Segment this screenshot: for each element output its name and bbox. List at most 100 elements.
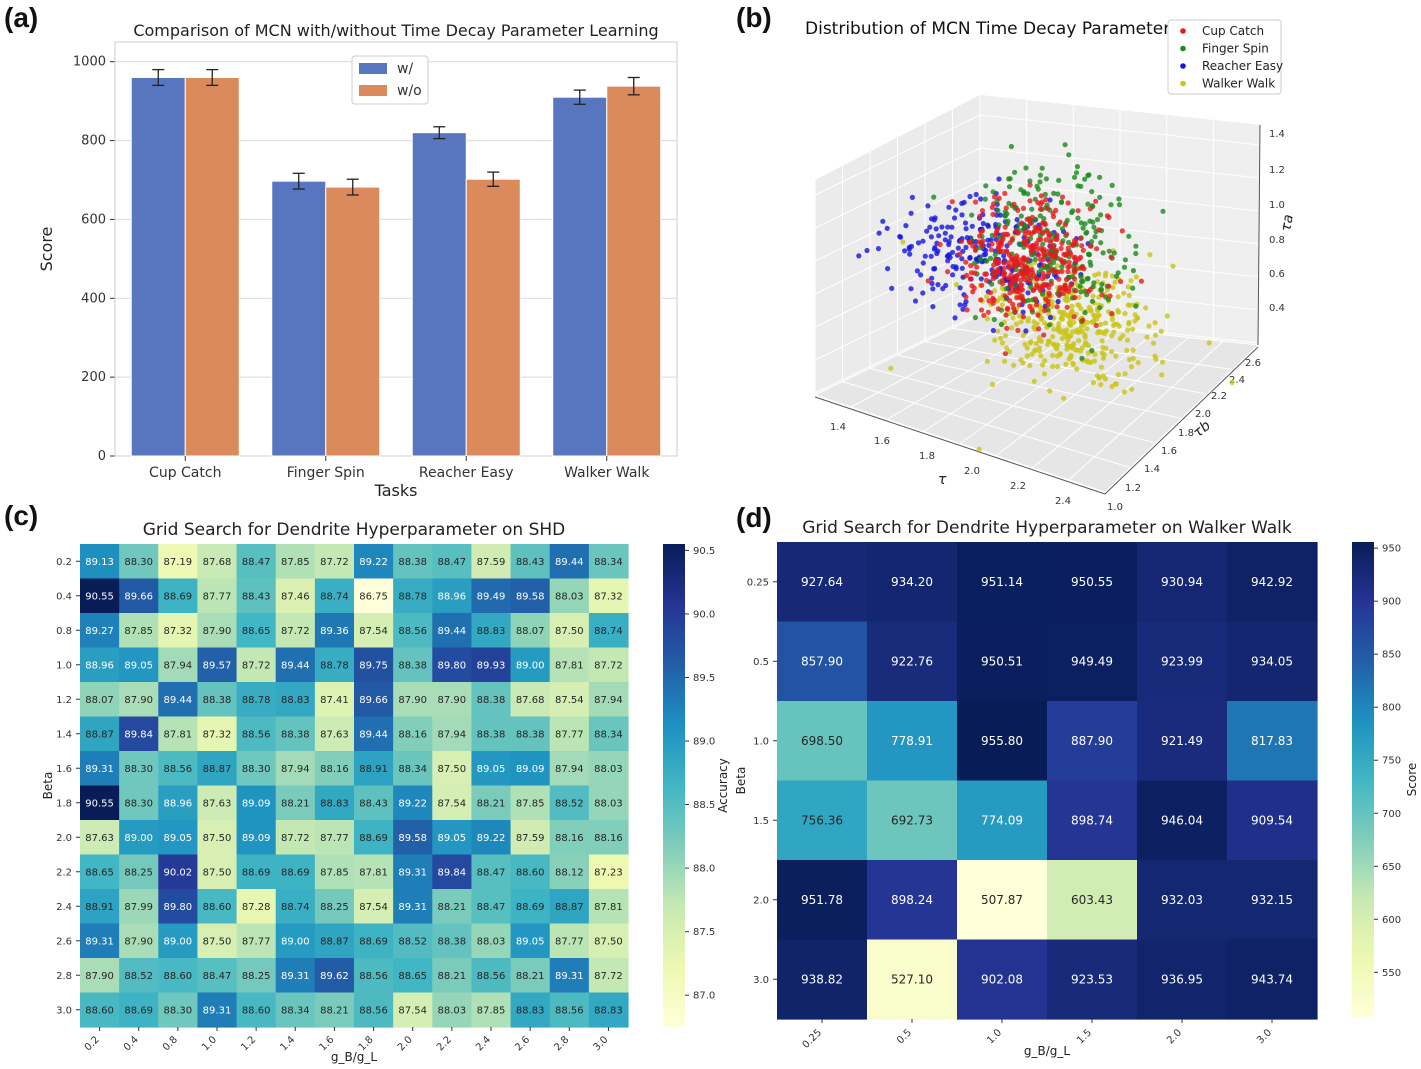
heatmap-value: 87.59 (477, 557, 506, 568)
gridline (995, 333, 1155, 457)
heatmap-value: 87.54 (359, 626, 388, 637)
scatter-point (1084, 229, 1090, 235)
scatter-point (1103, 345, 1109, 351)
heatmap-value: 88.69 (164, 591, 193, 602)
heatmap-cell (80, 958, 120, 994)
scatter-point (1066, 152, 1072, 158)
heatmap-cell (314, 716, 355, 752)
scatter-point (1056, 292, 1062, 299)
heatmap-cell (510, 958, 551, 994)
scatter-point (1073, 328, 1079, 334)
scatter-point (985, 309, 991, 315)
scatter-point (995, 306, 1002, 312)
heatmap-value: 88.30 (124, 557, 153, 568)
scatter-point (974, 264, 980, 270)
scatter-point (1102, 330, 1108, 337)
scatter-point (1094, 316, 1100, 322)
heatmap-cell (777, 542, 868, 623)
pane (815, 315, 1258, 492)
scatter-point (983, 277, 990, 284)
heatmap-value: 88.21 (438, 971, 467, 982)
heatmap-cell (158, 716, 199, 752)
scatter-point (1127, 302, 1133, 308)
heatmap-value: 87.94 (594, 695, 623, 706)
heatmap-value: 87.50 (203, 936, 232, 947)
scatter-point (1008, 143, 1015, 150)
y-tick-label: 0.25 (747, 577, 769, 588)
scatter-point (1064, 231, 1070, 237)
scatter-point (1073, 288, 1079, 294)
heatmap-value: 951.14 (981, 575, 1023, 589)
heatmap-value: 87.54 (398, 1005, 427, 1016)
scatter-point (1112, 279, 1118, 285)
heatmap-value: 88.30 (164, 1005, 193, 1016)
scatter-point (1015, 327, 1021, 333)
scatter-point (1094, 216, 1101, 223)
scatter-point (1008, 272, 1014, 278)
heatmap-value: 527.10 (891, 973, 933, 987)
heatmap-value: 87.50 (438, 764, 467, 775)
heatmap-value: 87.63 (203, 798, 232, 809)
scatter-point (1037, 305, 1044, 311)
heatmap-value: 89.58 (398, 833, 427, 844)
heatmap-cell (393, 613, 433, 649)
gridline (1068, 340, 1224, 481)
heatmap-cell (471, 716, 512, 752)
x-tick-label: 2.0 (1165, 1027, 1184, 1046)
heatmap-value: 89.36 (320, 626, 349, 637)
heatmap-value: 88.34 (398, 764, 427, 775)
heatmap-value: 89.57 (203, 660, 232, 671)
scatter-point (1019, 220, 1025, 226)
legend-swatch (359, 63, 387, 74)
scatter-point (1025, 191, 1031, 197)
scatter-point (984, 294, 990, 300)
heatmap-cell (1047, 621, 1138, 702)
scatter-point (1050, 341, 1056, 347)
heatmap-value: 87.81 (164, 729, 193, 740)
scatter-point (1159, 359, 1166, 365)
heatmap-value: 949.49 (1071, 655, 1113, 669)
scatter-point (1058, 199, 1065, 205)
scatter-point (1027, 303, 1033, 309)
scatter-point (1059, 240, 1065, 246)
scatter-point (1122, 371, 1128, 377)
heatmap-cell (158, 613, 199, 649)
scatter-point (929, 275, 935, 281)
heatmap-value: 90.55 (85, 798, 114, 809)
scatter-point (1037, 213, 1043, 219)
scatter-point (977, 213, 983, 219)
scatter-point (993, 229, 1000, 235)
heatmap-cell (588, 889, 629, 925)
heatmap-cell (510, 578, 551, 614)
heatmap-value: 88.07 (516, 626, 545, 637)
z-tick-label: 0.8 (1269, 235, 1285, 246)
scatter-point (1051, 326, 1057, 332)
heatmap-cell (510, 889, 551, 925)
heatmap-value: 88.56 (359, 1005, 388, 1016)
scatter-point (1126, 292, 1132, 298)
scatter-point (1056, 287, 1063, 293)
x-tick-label: Finger Spin (287, 465, 365, 481)
scatter-point (931, 217, 937, 223)
x-axis-label: τ (938, 472, 947, 488)
heatmap-cell (158, 889, 199, 925)
heatmap-value: 887.90 (1071, 734, 1113, 748)
scatter-point (961, 199, 967, 205)
y-axis-label: Beta (734, 767, 748, 795)
heatmap-cell (80, 578, 120, 614)
scatter-point (1065, 245, 1071, 251)
heatmap-cell (80, 544, 120, 580)
heatmap-cell (588, 613, 629, 649)
heatmap-cell (1047, 860, 1138, 941)
heatmap-value: 88.87 (320, 936, 349, 947)
scatter-point (1036, 337, 1043, 343)
heatmap-cell (119, 544, 159, 580)
heatmap-cell (275, 889, 316, 925)
scatter-point (1152, 332, 1159, 338)
heatmap-cell (471, 544, 512, 580)
scatter-point (1066, 285, 1072, 291)
scatter-point (903, 223, 909, 229)
heatmap-cell (471, 889, 512, 925)
heatmap-value: 923.53 (1071, 973, 1113, 987)
y-tick-label: 400 (81, 291, 106, 306)
